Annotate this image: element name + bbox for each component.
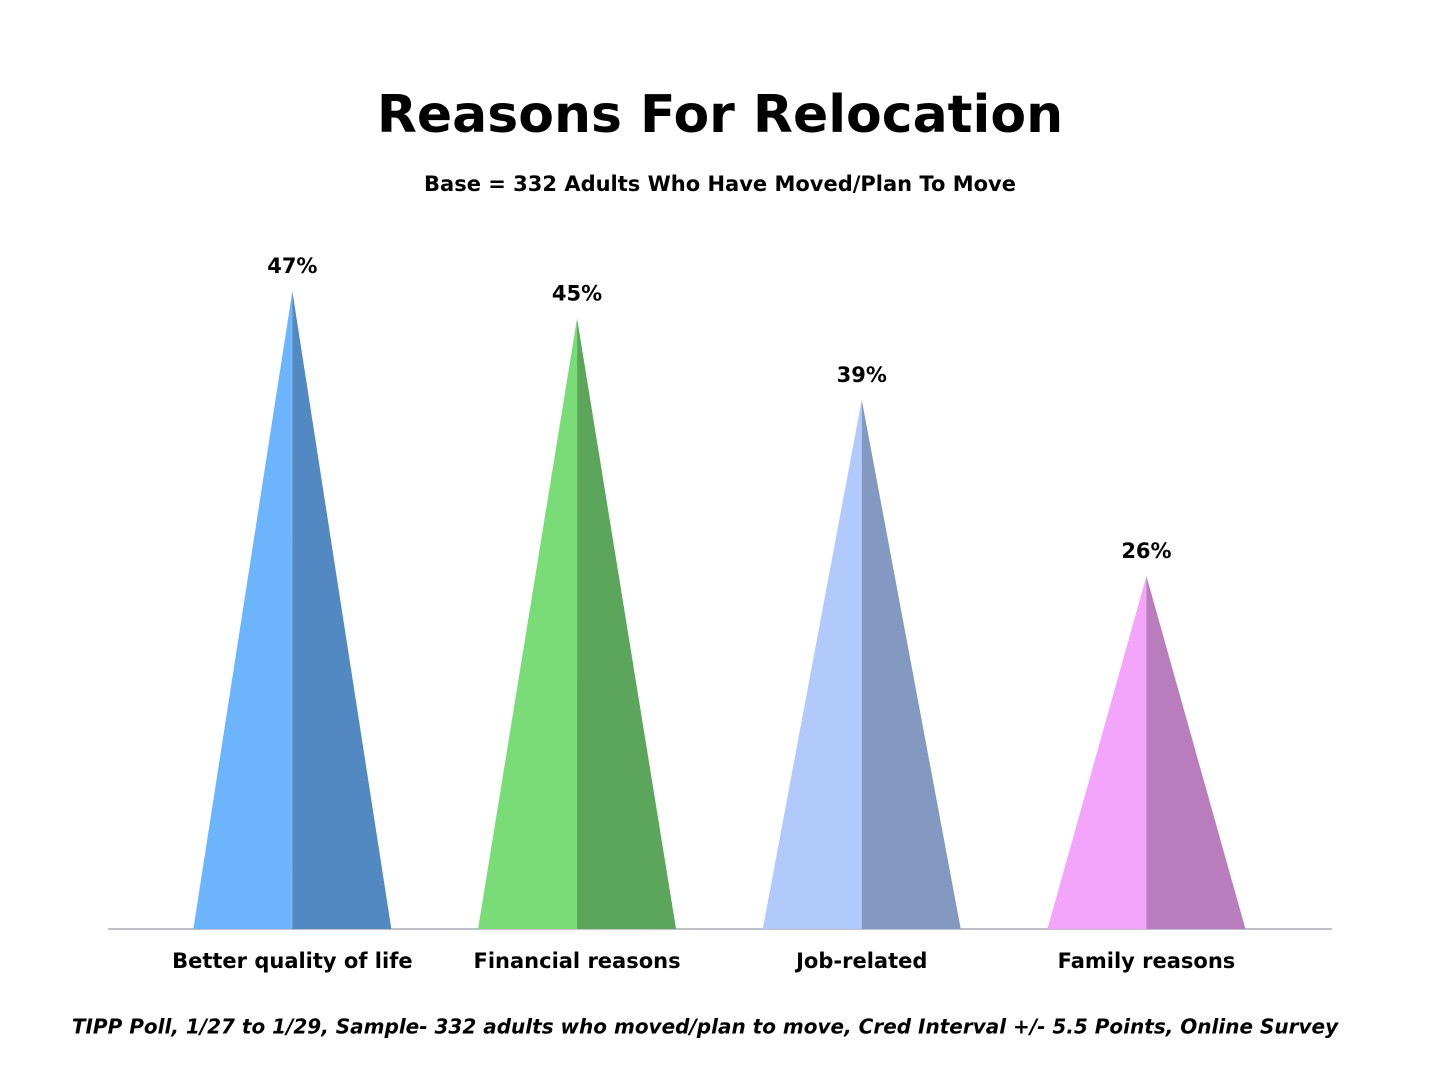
- cone-right: [577, 318, 677, 930]
- footnote: TIPP Poll, 1/27 to 1/29, Sample- 332 adu…: [72, 1015, 1339, 1039]
- value-label: 47%: [267, 254, 317, 278]
- x-tick-label: Job-related: [794, 949, 927, 973]
- cone-left: [478, 318, 578, 930]
- cone-right: [861, 399, 961, 929]
- chart-subtitle: Base = 332 Adults Who Have Moved/Plan To…: [424, 172, 1016, 196]
- x-tick-label: Better quality of life: [172, 949, 412, 973]
- cone-right: [1146, 576, 1246, 929]
- cone-left: [1047, 576, 1147, 929]
- x-tick-label: Financial reasons: [474, 949, 681, 973]
- value-label: 39%: [837, 363, 887, 387]
- cone-left: [762, 399, 862, 929]
- value-label: 26%: [1121, 539, 1171, 563]
- chart-title: Reasons For Relocation: [377, 85, 1063, 145]
- cone-right: [292, 291, 392, 930]
- value-label: 45%: [552, 281, 602, 305]
- x-tick-label: Family reasons: [1058, 949, 1236, 973]
- cone-left: [193, 291, 293, 930]
